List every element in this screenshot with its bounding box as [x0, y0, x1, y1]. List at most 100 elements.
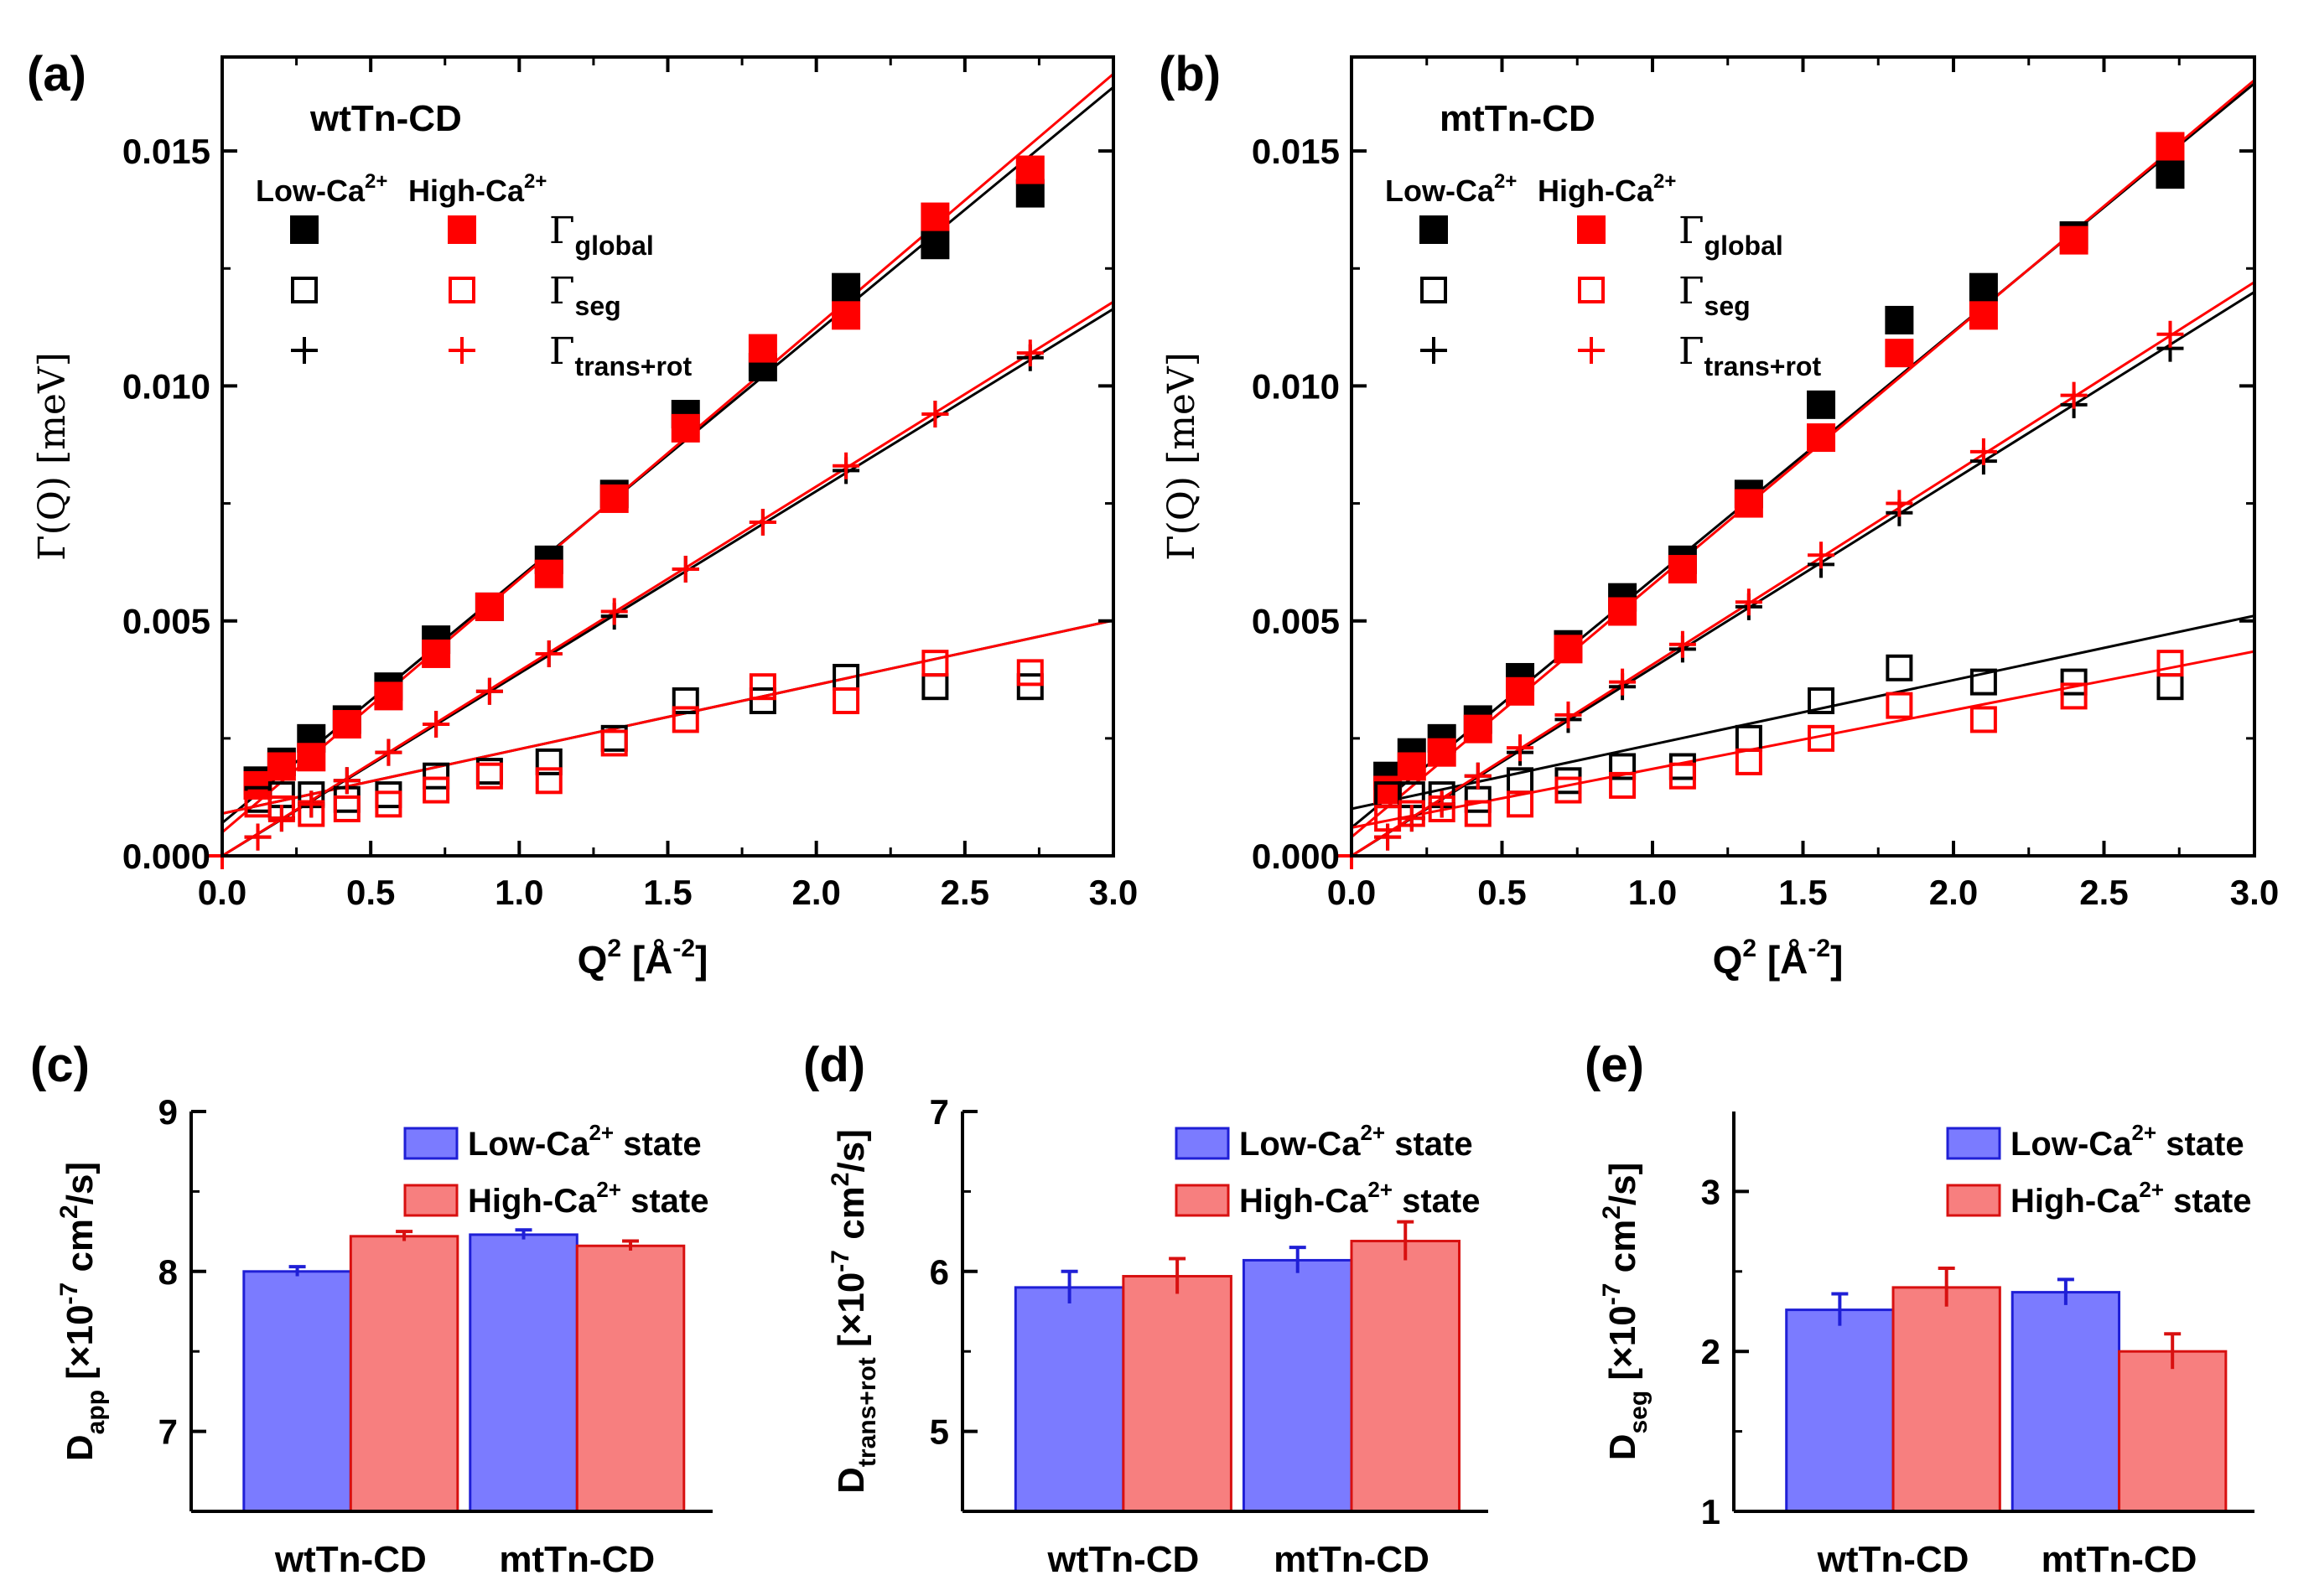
data-point	[298, 790, 325, 818]
data-point	[1969, 272, 1998, 302]
y-axis: 1 2 3	[1701, 1172, 1749, 1531]
data-point	[244, 823, 272, 851]
bar	[2118, 1350, 2228, 1513]
bar	[349, 1235, 459, 1513]
data-point	[375, 781, 402, 809]
data-point	[1735, 748, 1762, 775]
data-point	[1427, 738, 1456, 767]
panel-c: (c) 7 8 9 wtTn-CD mtTn-CD Dapp [×10-7 cm2/s] Lo…	[30, 1038, 713, 1580]
error-bar	[622, 1239, 640, 1251]
y-axis: 0.000 0.005 0.010 0.015	[1252, 132, 2254, 876]
data-point	[1554, 635, 1583, 664]
data-point	[291, 337, 318, 364]
data-point	[1807, 390, 1836, 419]
data-markers	[1338, 132, 2185, 869]
data-point	[1969, 301, 1998, 330]
error-bar	[288, 1265, 306, 1277]
data-point	[1506, 676, 1535, 706]
data-point	[1398, 805, 1425, 832]
bar	[242, 1270, 352, 1513]
legend-swatch	[1175, 1127, 1230, 1160]
data-point	[748, 334, 777, 363]
x-tick-label: 1.0	[495, 873, 543, 912]
data-point	[600, 729, 628, 757]
data-point	[375, 790, 402, 818]
data-point	[2156, 320, 2184, 348]
category-label: mtTn-CD	[499, 1539, 655, 1580]
data-point	[535, 767, 563, 795]
data-point	[833, 687, 860, 715]
x-tick-label: 2.5	[2079, 873, 2128, 912]
data-point	[423, 762, 450, 790]
panel-a: (a)0.0 0.5 1.0 1.5 2.0 2.5 3.00.0000.0050.0100…	[27, 47, 1138, 982]
bar	[1014, 1286, 1125, 1513]
data-point	[1886, 490, 1913, 517]
panel-label: (e)	[1585, 1038, 1644, 1092]
data-point	[535, 640, 563, 667]
data-point	[749, 687, 776, 715]
data-point	[2156, 132, 2185, 161]
data-point	[291, 277, 318, 303]
legend-label: Γseg	[1678, 270, 1751, 321]
data-point	[1735, 588, 1762, 616]
legend-label: Γglobal	[1678, 210, 1783, 261]
data-point	[2156, 650, 2184, 677]
category-label: mtTn-CD	[1274, 1539, 1429, 1580]
bar	[469, 1233, 578, 1513]
panel-e: (e) 1 2 3 wtTn-CD mtTn-CD Dseg [×10-7 cm2/s] Lo…	[1585, 1038, 2254, 1580]
legend-label: High-Ca2+ state	[468, 1177, 708, 1220]
y-axis: 7 8 9	[158, 1092, 206, 1452]
error-bar	[2057, 1277, 2074, 1305]
x-tick-label: 3.0	[1089, 873, 1138, 912]
data-point	[1463, 714, 1492, 744]
y-tick-label: 9	[158, 1092, 178, 1132]
legend-label: Low-Ca2+ state	[2010, 1120, 2244, 1163]
data-point	[267, 752, 296, 781]
error-bar	[1397, 1220, 1414, 1261]
data-point	[534, 559, 563, 588]
fit-lines	[222, 73, 1113, 856]
bars	[1014, 1220, 1461, 1513]
error-bar	[1938, 1266, 1955, 1307]
data-point	[921, 231, 950, 260]
data-point	[832, 301, 861, 330]
x-tick-label: 2.5	[941, 873, 989, 912]
y-tick-label: 0.010	[122, 366, 210, 406]
error-bar	[1831, 1292, 1849, 1326]
x-tick-label: 1.5	[1778, 873, 1827, 912]
data-point	[2156, 160, 2185, 189]
data-point	[1808, 542, 1835, 569]
y-tick-label: 3	[1701, 1172, 1720, 1211]
y-tick-label: 7	[158, 1412, 178, 1452]
x-tick-label: 0.5	[1477, 873, 1526, 912]
x-tick-label: 1.0	[1628, 873, 1677, 912]
data-point	[1578, 277, 1605, 303]
x-tick-label: 3.0	[2230, 873, 2279, 912]
data-point	[1420, 277, 1447, 303]
data-point	[1807, 423, 1836, 453]
panel-label: (c)	[30, 1038, 90, 1092]
data-point	[1668, 762, 1696, 790]
bars	[242, 1228, 686, 1513]
bar	[575, 1244, 686, 1513]
data-point	[2059, 225, 2088, 255]
data-point	[1554, 776, 1582, 804]
data-point	[1016, 673, 1044, 701]
data-point	[832, 272, 861, 302]
fit-line	[222, 300, 1113, 856]
data-point	[422, 639, 451, 668]
data-point	[1609, 668, 1637, 696]
error-bar	[1169, 1257, 1186, 1294]
y-tick-label: 0.005	[122, 602, 210, 641]
data-point	[1420, 337, 1447, 364]
data-point	[297, 743, 326, 772]
x-axis: 0.0 0.5 1.0 1.5 2.0 2.5 3.0	[198, 57, 1138, 912]
data-point	[1969, 438, 1997, 465]
error-bar	[1289, 1246, 1306, 1273]
data-point	[1428, 790, 1455, 818]
fit-line	[1352, 614, 2254, 811]
data-markers	[209, 155, 1045, 869]
error-bar	[515, 1228, 532, 1240]
data-point	[2156, 673, 2184, 701]
panel-label: (b)	[1159, 47, 1221, 101]
